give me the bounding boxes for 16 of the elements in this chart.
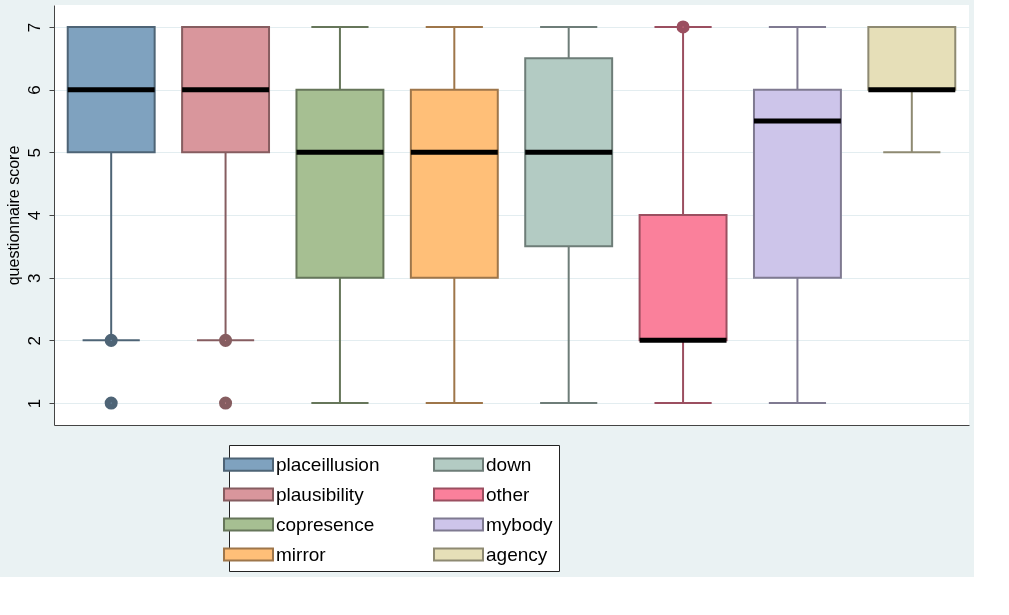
y-tick-label: 2 bbox=[24, 336, 44, 346]
legend-label: placeillusion bbox=[276, 453, 380, 475]
legend-label: agency bbox=[486, 543, 548, 565]
legend-label: down bbox=[486, 453, 532, 475]
y-tick-label: 6 bbox=[24, 85, 44, 95]
y-tick-label: 5 bbox=[24, 148, 44, 158]
legend-label: mirror bbox=[276, 543, 327, 565]
y-axis-title: questionnaire score bbox=[4, 145, 22, 286]
legend-label: plausibility bbox=[276, 483, 365, 505]
legend-label: copresence bbox=[276, 513, 375, 535]
y-tick-label: 4 bbox=[24, 210, 44, 221]
y-tick-label: 1 bbox=[24, 398, 44, 409]
y-tick-label: 7 bbox=[24, 22, 44, 33]
legend-label: other bbox=[486, 483, 530, 505]
legend-label: mybody bbox=[486, 513, 554, 535]
y-tick-label: 3 bbox=[24, 273, 44, 283]
